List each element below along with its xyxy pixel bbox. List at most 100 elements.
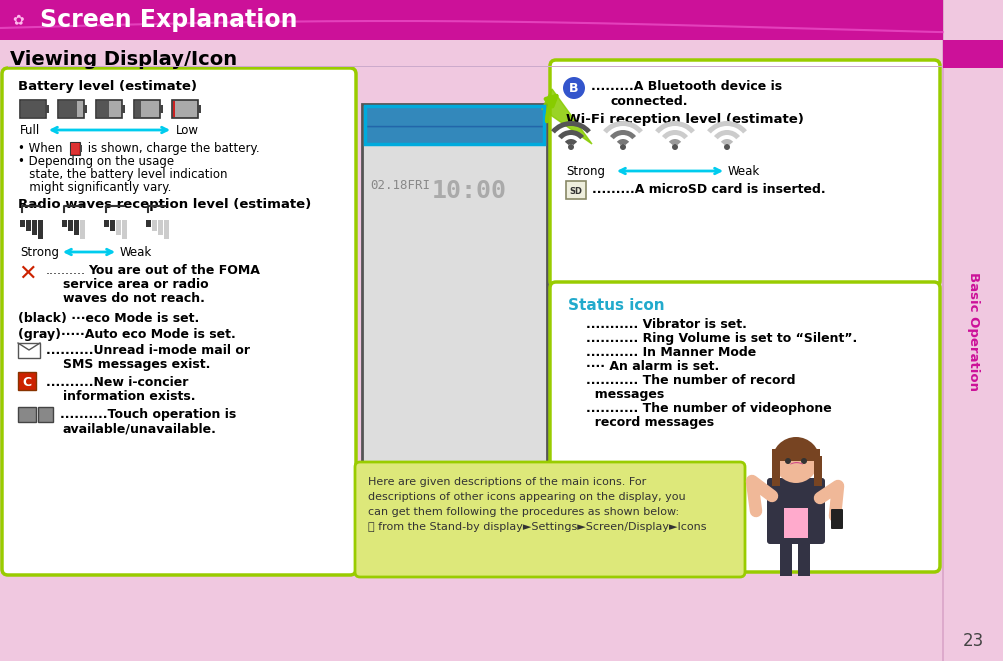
Bar <box>133 100 159 118</box>
Bar <box>172 100 198 118</box>
Wedge shape <box>654 121 694 134</box>
Bar <box>80 145 82 152</box>
Text: .........A microSD card is inserted.: .........A microSD card is inserted. <box>592 183 824 196</box>
FancyBboxPatch shape <box>355 462 744 577</box>
Wedge shape <box>616 139 629 145</box>
Text: can get them following the procedures as shown below:: can get them following the procedures as… <box>368 507 678 517</box>
Text: .........A Bluetooth device is: .........A Bluetooth device is <box>591 80 781 93</box>
Bar <box>104 220 109 227</box>
Wedge shape <box>771 437 819 461</box>
Text: messages: messages <box>586 388 664 401</box>
Circle shape <box>620 144 626 150</box>
Circle shape <box>568 144 574 150</box>
Text: Strong: Strong <box>566 165 605 178</box>
Text: Viewing Display/Icon: Viewing Display/Icon <box>10 50 237 69</box>
Bar <box>365 106 544 126</box>
Text: ..........: .......... <box>46 264 86 277</box>
Text: ........... The number of videophone: ........... The number of videophone <box>586 402 830 415</box>
Bar <box>813 456 821 486</box>
Text: ⁀: ⁀ <box>789 464 800 478</box>
Wedge shape <box>713 130 739 139</box>
Bar <box>38 220 43 239</box>
Bar <box>62 220 67 227</box>
Bar <box>122 105 125 113</box>
Text: • When: • When <box>18 142 66 155</box>
Bar <box>942 40 1003 68</box>
Text: Radio waves reception level (estimate): Radio waves reception level (estimate) <box>18 198 311 211</box>
Text: ..........Unread i-mode mail or: ..........Unread i-mode mail or <box>46 344 250 357</box>
Bar <box>58 100 84 118</box>
Bar <box>96 100 122 118</box>
Circle shape <box>773 439 817 483</box>
Text: ✿: ✿ <box>12 13 24 27</box>
Text: ........... In Manner Mode: ........... In Manner Mode <box>586 346 755 359</box>
Text: information exists.: information exists. <box>63 390 196 403</box>
Wedge shape <box>668 139 680 145</box>
Text: You are out of the FOMA: You are out of the FOMA <box>88 264 260 277</box>
Bar <box>20 100 46 118</box>
Bar <box>18 407 36 422</box>
Text: ..........Touch operation is: ..........Touch operation is <box>60 408 236 421</box>
Text: (black) ···eco Mode is set.: (black) ···eco Mode is set. <box>18 312 199 325</box>
Text: Screen Explanation: Screen Explanation <box>40 8 297 32</box>
Bar <box>32 220 37 235</box>
Bar <box>59 101 77 117</box>
Text: Wi-Fi reception level (estimate): Wi-Fi reception level (estimate) <box>566 113 803 126</box>
Text: Weak: Weak <box>727 165 759 178</box>
Text: 10:00: 10:00 <box>431 179 507 203</box>
Bar <box>145 220 150 227</box>
Text: B: B <box>569 81 578 95</box>
Bar <box>80 220 85 239</box>
Text: available/unavailable.: available/unavailable. <box>63 422 217 435</box>
Circle shape <box>671 144 677 150</box>
Text: 23: 23 <box>962 632 983 650</box>
Bar <box>783 508 807 538</box>
Circle shape <box>563 77 585 99</box>
Bar <box>122 220 126 239</box>
Text: ........... Vibrator is set.: ........... Vibrator is set. <box>586 318 746 331</box>
FancyBboxPatch shape <box>566 181 586 199</box>
FancyBboxPatch shape <box>2 68 356 575</box>
Text: service area or radio: service area or radio <box>63 278 209 291</box>
Text: SD: SD <box>569 186 582 196</box>
Text: Status icon: Status icon <box>568 298 664 313</box>
Bar <box>797 536 809 576</box>
Wedge shape <box>603 121 642 134</box>
Bar <box>21 101 45 117</box>
Text: state, the battery level indication: state, the battery level indication <box>18 168 228 181</box>
Text: Strong: Strong <box>20 246 59 259</box>
Circle shape <box>723 144 729 150</box>
Bar <box>942 0 1003 661</box>
Text: ✕: ✕ <box>18 264 36 284</box>
Text: might significantly vary.: might significantly vary. <box>18 181 172 194</box>
Text: Ⓜ from the Stand-by display►Settings►Screen/Display►Icons: Ⓜ from the Stand-by display►Settings►Scr… <box>368 522 706 532</box>
Text: ···· An alarm is set.: ···· An alarm is set. <box>586 360 718 373</box>
Text: descriptions of other icons appearing on the display, you: descriptions of other icons appearing on… <box>368 492 685 502</box>
Wedge shape <box>661 130 687 139</box>
Bar <box>71 143 79 154</box>
Circle shape <box>800 458 806 464</box>
Bar <box>46 105 49 113</box>
Text: 02.18FRI: 02.18FRI <box>370 179 429 192</box>
Text: (gray)·····Auto eco Mode is set.: (gray)·····Auto eco Mode is set. <box>18 328 236 341</box>
Text: ..........New i-concier: ..........New i-concier <box>46 376 189 389</box>
Text: Low: Low <box>176 124 199 137</box>
Polygon shape <box>542 89 592 144</box>
Bar <box>198 105 201 113</box>
Bar <box>110 220 115 231</box>
Text: ........... The number of record: ........... The number of record <box>586 374 794 387</box>
Text: C: C <box>22 375 31 389</box>
Bar <box>26 220 31 231</box>
Bar <box>18 372 36 390</box>
Wedge shape <box>565 139 577 145</box>
Text: Weak: Weak <box>120 246 152 259</box>
Bar <box>779 536 791 576</box>
FancyBboxPatch shape <box>830 509 843 529</box>
Bar <box>84 105 87 113</box>
Bar <box>68 220 73 231</box>
Bar <box>116 220 121 235</box>
Bar <box>151 220 156 231</box>
Text: Basic Operation: Basic Operation <box>966 272 979 391</box>
Bar <box>159 105 162 113</box>
Bar <box>362 104 547 504</box>
